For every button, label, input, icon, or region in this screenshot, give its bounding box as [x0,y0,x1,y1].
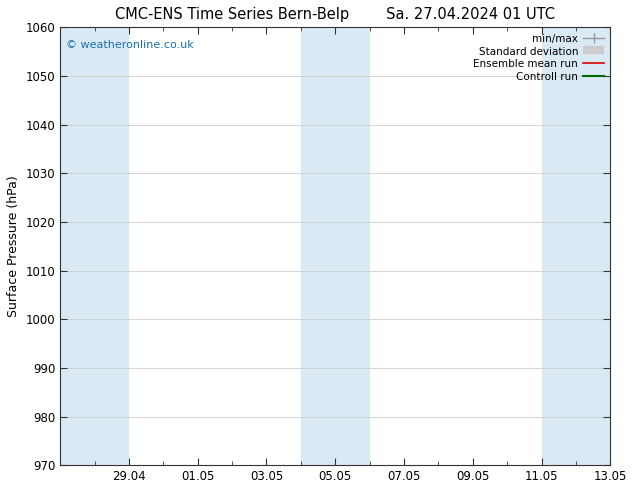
Bar [335,27,370,465]
Bar [60,27,94,465]
Title: CMC-ENS Time Series Bern-Belp        Sa. 27.04.2024 01 UTC: CMC-ENS Time Series Bern-Belp Sa. 27.04.… [115,7,555,22]
Text: © weatheronline.co.uk: © weatheronline.co.uk [65,40,193,50]
Legend: min/max, Standard deviation, Ensemble mean run, Controll run: min/max, Standard deviation, Ensemble me… [470,30,607,85]
Bar [94,27,129,465]
Y-axis label: Surface Pressure (hPa): Surface Pressure (hPa) [7,175,20,317]
Bar [301,27,335,465]
Bar [541,27,576,465]
Bar [576,27,611,465]
